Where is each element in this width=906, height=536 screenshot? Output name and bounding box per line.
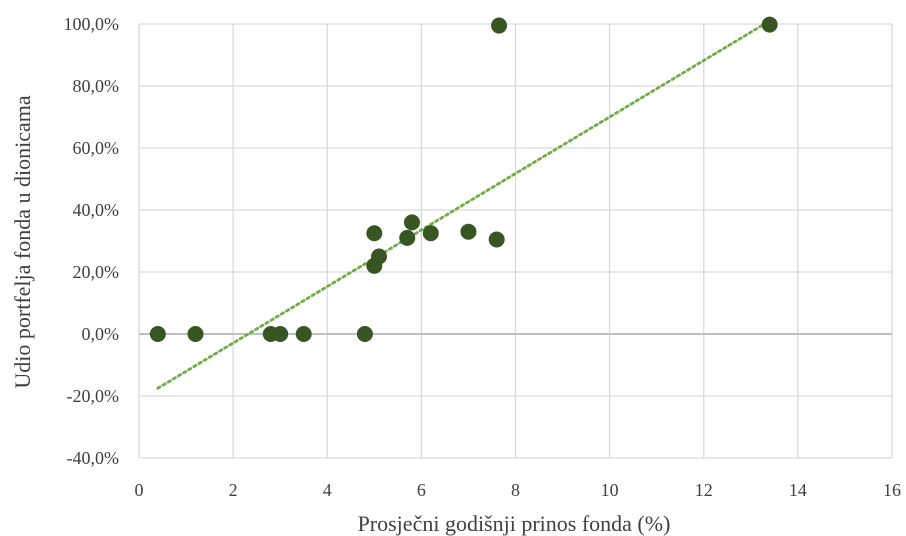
data-point [356,326,373,342]
data-point [422,225,439,242]
data-point [366,225,383,242]
data-point [272,326,289,342]
x-tick-label: 10 [601,480,619,500]
trendline-layer [156,19,772,390]
trendline [156,19,772,390]
y-tick-label: 80,0% [73,76,120,96]
y-tick-label: -40,0% [67,448,120,468]
x-tick-label: 14 [789,480,807,500]
x-tick-labels: 0 2 4 6 8 10 12 14 16 [135,480,902,500]
data-point [491,17,508,34]
y-tick-label: 60,0% [73,138,120,158]
x-tick-label: 12 [695,480,713,500]
grid [138,23,893,459]
data-points [149,16,778,342]
y-tick-label: 0,0% [82,324,120,344]
x-tick-label: 16 [883,480,901,500]
y-axis-title: Udio portfelja fonda u dionicama [10,95,35,388]
data-point [187,326,204,342]
data-point [295,326,312,342]
x-axis-title: Prosječni godišnji prinos fonda (%) [358,511,671,536]
data-point [460,223,477,240]
y-tick-label: 100,0% [64,14,120,34]
y-tick-label: 20,0% [73,262,120,282]
y-tick-label: 40,0% [73,200,120,220]
x-tick-label: 0 [135,480,144,500]
data-point [399,229,416,246]
x-tick-label: 8 [511,480,520,500]
data-point [488,231,505,248]
x-tick-label: 4 [323,480,332,500]
y-tick-labels: -40,0% -20,0% 0,0% 20,0% 40,0% 60,0% 80,0% 100,… [64,14,120,468]
data-point [761,16,778,33]
data-point [371,248,388,265]
data-point [403,214,420,231]
y-tick-label: -20,0% [67,386,120,406]
x-tick-label: 6 [417,480,426,500]
data-point [149,326,166,342]
x-tick-label: 2 [229,480,238,500]
